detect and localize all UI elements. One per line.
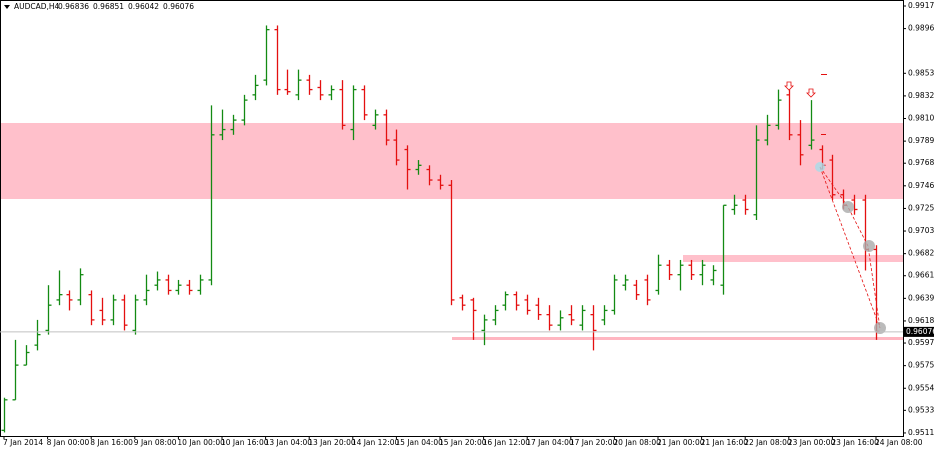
x-tick-label: 13 Jan 20:00 [308,438,356,447]
marker [842,201,854,213]
menu-icon[interactable] [4,5,10,9]
x-tick-label: 9 Jan 08:00 [134,438,177,447]
y-tick-label: 0.98105 [908,114,934,123]
title-values: 0.96836 0.96851 0.96042 0.96076 [58,2,194,11]
current-price-box [904,326,934,337]
x-tick-label: 17 Jan 04:00 [526,438,574,447]
arrow-marker [784,81,794,91]
y-tick-label: 0.99175 [908,1,934,10]
x-tick-label: 7 Jan 2014 [3,438,43,447]
x-tick-label: 21 Jan 00:00 [657,438,705,447]
title-value: 0.96076 [163,2,194,11]
marker [863,240,875,252]
y-tick-label: 0.96395 [908,293,934,302]
x-tick-label: 14 Jan 12:00 [352,438,400,447]
x-tick-label: 20 Jan 08:00 [613,438,661,447]
x-tick-label: 16 Jan 12:00 [483,438,531,447]
title-value: 0.96836 [58,2,89,11]
marker [874,322,886,334]
zone-middle [683,255,903,262]
x-tick-label: 24 Jan 08:00 [875,438,923,447]
projection-line [819,166,881,329]
x-tick-label: 23 Jan 16:00 [831,438,879,447]
y-tick-label: 0.95755 [908,361,934,370]
x-tick-label: 10 Jan 00:00 [177,438,225,447]
x-tick-label: 15 Jan 04:00 [395,438,443,447]
x-tick-label: 8 Jan 00:00 [47,438,90,447]
chart-title: AUDCAD,H4 [14,2,60,11]
y-tick-label: 0.98535 [908,68,934,77]
x-tick-label: 8 Jan 16:00 [90,438,133,447]
projection-line [819,166,881,329]
x-tick-label: 23 Jan 00:00 [788,438,836,447]
x-tick-label: 15 Jan 20:00 [439,438,487,447]
x-tick-label: 22 Jan 08:00 [744,438,792,447]
x-tick-label: 17 Jan 20:00 [570,438,618,447]
x-tick-label: 13 Jan 04:00 [265,438,313,447]
y-tick-label: 0.97035 [908,226,934,235]
arrow-marker [806,88,816,98]
y-tick-label: 0.95115 [908,428,934,437]
bars [1,25,880,433]
title-value: 0.96042 [128,2,159,11]
title-value: 0.96851 [93,2,124,11]
plot-frame [0,0,904,437]
marker [815,162,825,172]
x-tick-label: 21 Jan 16:00 [701,438,749,447]
y-tick-label: 0.97465 [908,181,934,190]
x-tick-label: 10 Jan 16:00 [221,438,269,447]
current-price-label: 0.96076 [906,327,934,336]
annotations [784,74,886,334]
